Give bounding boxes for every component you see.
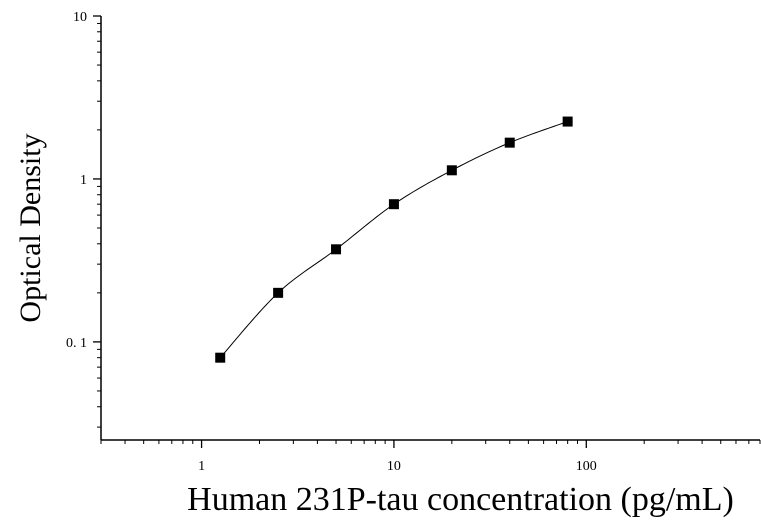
- x-tick-label: 10: [387, 459, 401, 474]
- axes: [100, 16, 760, 441]
- y-tick-label: 1: [80, 173, 87, 188]
- data-point: [504, 137, 515, 148]
- x-tick-label: 100: [576, 459, 597, 474]
- y-tick-label: 0. 1: [66, 336, 87, 351]
- data-point: [446, 165, 457, 176]
- x-tick-labels: 1 10 100: [198, 459, 597, 474]
- y-tick-label: 10: [73, 10, 87, 25]
- data-point: [273, 287, 284, 298]
- data-point: [215, 352, 226, 363]
- fit-curve: [219, 121, 568, 359]
- data-point: [331, 244, 342, 255]
- data-points: [215, 116, 573, 363]
- y-tick-labels: 0. 1 1 10: [66, 10, 87, 351]
- x-axis-title: Human 231P-tau concentration (pg/mL): [187, 481, 734, 518]
- data-point: [388, 199, 399, 210]
- x-tick-label: 1: [198, 459, 205, 474]
- minor-ticks: [97, 22, 761, 444]
- data-point: [562, 116, 573, 127]
- y-axis-title: Optical Density: [14, 133, 47, 322]
- major-ticks: [93, 15, 587, 448]
